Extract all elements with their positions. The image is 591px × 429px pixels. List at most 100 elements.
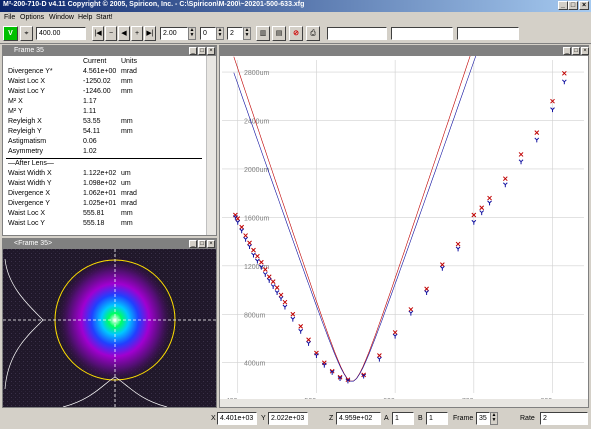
metric-name: Waist Loc Y (8, 88, 45, 95)
close-button[interactable]: × (579, 1, 589, 10)
metric-value: 4.561e+00 (83, 68, 117, 75)
image-maximize-button[interactable]: □ (198, 240, 206, 248)
prev-frame-icon[interactable]: ◀ (118, 26, 130, 41)
data-point-x (518, 152, 524, 157)
metric-value: 54.11 (83, 128, 100, 135)
data-point-y (239, 228, 245, 234)
data-point-y (274, 290, 280, 295)
data-point-y (290, 316, 296, 322)
panel-minimize-button[interactable]: _ (189, 47, 197, 55)
minimize-button[interactable]: _ (558, 1, 568, 10)
data-point-x (270, 279, 276, 284)
value-a-spinner[interactable]: ▲ ▼ (188, 27, 196, 40)
column-header-current: Current (83, 58, 107, 65)
maximize-button[interactable]: □ (568, 1, 578, 10)
report-icon[interactable]: ▤ (272, 26, 286, 41)
data-point-x (408, 307, 414, 312)
data-point-y (502, 182, 508, 188)
y-value-field: 2.022e+03 (268, 412, 308, 425)
zoom-out-icon[interactable]: − (105, 26, 117, 41)
print-icon[interactable]: ⎙ (306, 26, 320, 41)
chart-minimize-button[interactable]: _ (563, 47, 571, 55)
menu-window[interactable]: Window (49, 14, 74, 21)
menu-start[interactable]: Start! (96, 14, 113, 21)
metric-name: Divergence X (8, 190, 51, 197)
metric-value: -1246.00 (83, 88, 111, 95)
focal-length-input[interactable]: 400.00 (36, 27, 86, 40)
value-b-spinner[interactable]: ▲ ▼ (216, 27, 224, 40)
metric-value: 1.098e+02 (83, 180, 117, 187)
data-point-x (502, 176, 508, 182)
data-point-y (266, 278, 272, 283)
lens-icon[interactable]: ⌖ (20, 26, 33, 41)
chart-close-button[interactable]: × (581, 47, 589, 55)
metric-name: Waist Loc Y (8, 220, 45, 227)
data-point-x (392, 330, 398, 335)
metric-name: M² X (8, 98, 23, 105)
menu-options[interactable]: Options (20, 14, 45, 21)
metric-unit: mm (121, 128, 133, 135)
data-point-y (455, 246, 461, 252)
data-point-y (298, 328, 304, 334)
metric-name: Astigmatism (8, 138, 47, 145)
chart-maximize-button[interactable]: □ (572, 47, 580, 55)
frame-spinner[interactable]: ▲ ▼ (490, 412, 498, 425)
metric-name: Reyleigh X (8, 118, 42, 125)
caustic-chart[interactable]: 400um 800um 1200um 1600um 2000um 2400um 2800um… (220, 56, 588, 407)
data-point-y (270, 284, 276, 289)
data-point-x (251, 247, 256, 253)
metric-value: 1.17 (83, 98, 97, 105)
beam-profile-image[interactable] (3, 249, 216, 407)
stop-icon[interactable]: ⊘ (289, 26, 303, 41)
y-tick-label: 800um (244, 312, 266, 319)
y-tick-label: 2000um (244, 167, 269, 174)
data-point-y (487, 200, 492, 206)
metric-value: 1.02 (83, 148, 97, 155)
data-point-x (235, 216, 241, 221)
data-point-x (298, 324, 304, 329)
a-value-field[interactable]: 1 (392, 412, 414, 425)
metric-name: Asymmetry (8, 148, 43, 155)
results-panel-title: Frame 35 (3, 46, 216, 56)
data-point-x (424, 286, 429, 292)
metric-value: 1.025e+01 (83, 200, 117, 207)
data-point-x (262, 267, 268, 272)
first-frame-icon[interactable]: |◀ (92, 26, 104, 41)
value-c-input[interactable]: 2 (227, 27, 243, 40)
data-point-x (361, 372, 367, 378)
panel-maximize-button[interactable]: □ (198, 47, 206, 55)
zoom-in-icon[interactable]: + (131, 26, 143, 41)
value-c-spinner[interactable]: ▲ ▼ (243, 27, 251, 40)
results-scrollbar[interactable] (206, 56, 216, 235)
data-point-y (337, 376, 343, 381)
frame-value-field[interactable]: 35 (476, 412, 490, 425)
metric-unit: mm (121, 210, 133, 217)
value-a-input[interactable]: 2.00 (160, 27, 188, 40)
metric-value: 555.18 (83, 220, 105, 227)
y-profile-curve (62, 376, 168, 407)
chart-icon[interactable]: ▥ (256, 26, 270, 41)
beam-image-panel: <Frame 35> _ □ × (2, 238, 217, 408)
data-point-x (337, 374, 343, 380)
data-point-y (329, 370, 335, 375)
b-label: B (418, 415, 423, 422)
b-value-field[interactable]: 1 (426, 412, 448, 425)
data-point-y (278, 296, 284, 302)
panel-close-button[interactable]: × (207, 47, 215, 55)
menu-file[interactable]: File (4, 14, 16, 21)
rate-value-field[interactable]: 2 (540, 412, 588, 425)
image-close-button[interactable]: × (207, 240, 215, 248)
metric-name: Divergence Y* (8, 68, 53, 75)
check-button[interactable]: V (3, 26, 18, 41)
data-point-y (518, 159, 524, 165)
x-label: X (211, 415, 216, 422)
value-b-input[interactable]: 0 (200, 27, 216, 40)
menu-help[interactable]: Help (78, 14, 93, 21)
image-minimize-button[interactable]: _ (189, 240, 197, 248)
last-frame-icon[interactable]: ▶| (144, 26, 156, 41)
metric-unit: mm (121, 118, 133, 125)
metric-unit: mm (121, 78, 133, 85)
fit-curve (233, 56, 477, 382)
image-panel-title: <Frame 35> (3, 239, 216, 249)
y-tick-label: 400um (244, 361, 266, 368)
